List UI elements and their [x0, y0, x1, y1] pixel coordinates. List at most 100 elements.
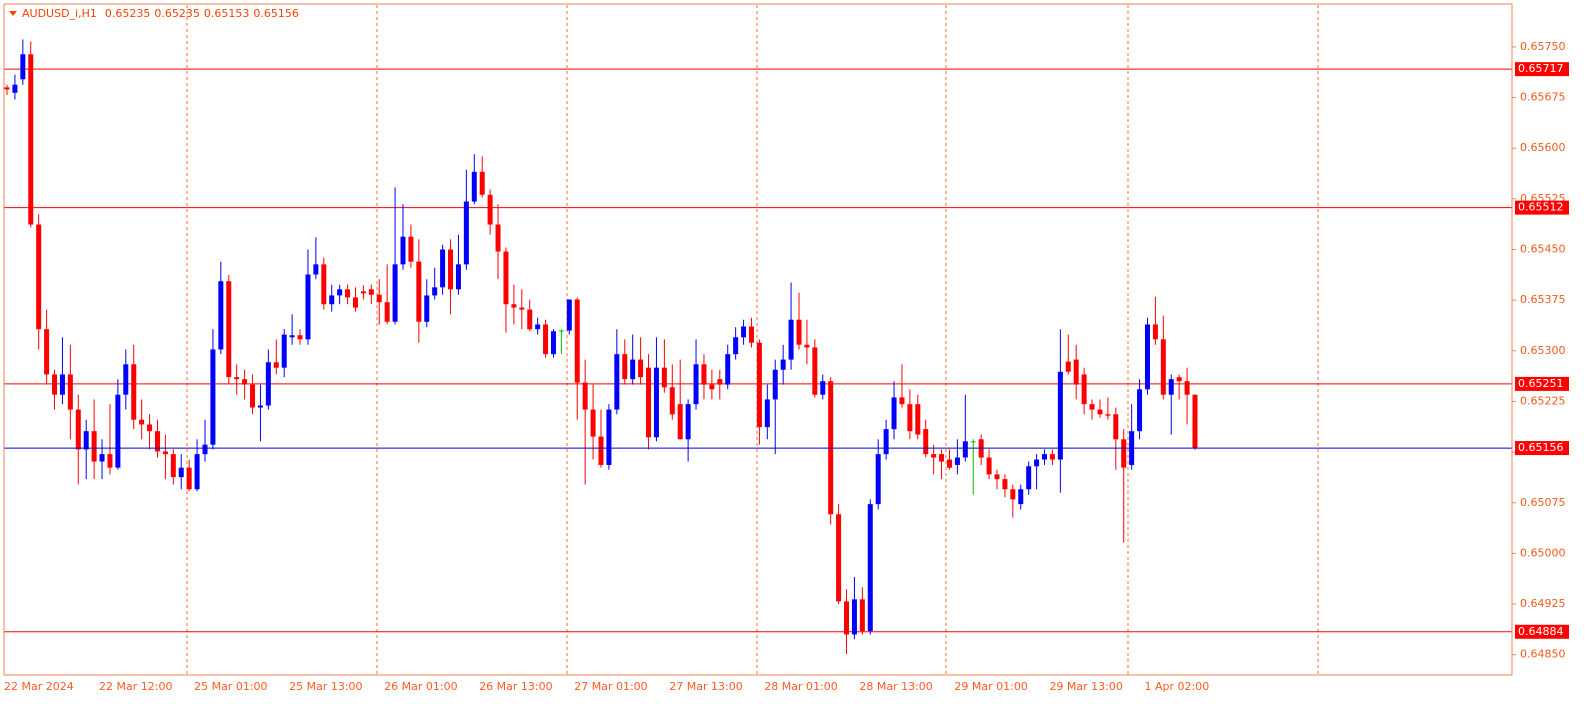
candle-body — [352, 297, 358, 308]
plot-frame — [3, 3, 1513, 676]
candle-body — [1018, 489, 1024, 505]
candle-body — [1081, 374, 1087, 405]
candle-body — [1105, 414, 1111, 416]
candle-body — [598, 436, 604, 465]
candle-body — [1073, 359, 1079, 385]
x-tick-label: 28 Mar 13:00 — [859, 680, 932, 693]
y-tick-label: 0.65225 — [1520, 394, 1566, 407]
candle-body — [748, 326, 754, 343]
y-tick-label: 0.65000 — [1520, 546, 1566, 559]
candle-body — [535, 324, 541, 330]
candle-body — [733, 337, 739, 355]
price-label: 0.65512 — [1518, 201, 1564, 214]
candle-body — [756, 342, 762, 428]
price-label-box — [1515, 62, 1569, 77]
candle-body — [1065, 361, 1071, 372]
y-tick-label: 0.65375 — [1520, 293, 1566, 306]
candle-body — [36, 224, 42, 330]
candle-body — [432, 287, 438, 296]
candle-body — [313, 264, 319, 275]
candle-body — [891, 397, 897, 430]
candle-body — [1160, 339, 1166, 395]
candle-body — [558, 330, 564, 332]
candle-body — [250, 384, 256, 408]
candle-body — [194, 454, 200, 490]
candle-body — [91, 431, 97, 462]
candle-body — [495, 224, 501, 252]
candle-body — [638, 359, 644, 378]
candle-body — [440, 249, 446, 288]
candle-body — [566, 299, 572, 331]
candle-body — [12, 84, 18, 93]
candle-body — [115, 394, 121, 468]
x-tick-label: 25 Mar 01:00 — [194, 680, 267, 693]
candle-body — [305, 274, 311, 340]
price-label-box — [1515, 624, 1569, 639]
candle-body — [487, 194, 493, 225]
candle-body — [725, 354, 731, 385]
candle-body — [550, 331, 556, 355]
candle-body — [44, 329, 50, 375]
candle-body — [479, 171, 485, 195]
candle-body — [1002, 479, 1008, 490]
y-tick-label: 0.65750 — [1520, 40, 1566, 53]
candle-body — [709, 384, 715, 390]
candle-body — [1026, 466, 1032, 490]
candle-body — [590, 409, 596, 437]
candle-body — [614, 354, 620, 410]
candle-body — [154, 431, 160, 452]
candle-body — [812, 347, 818, 395]
candle-body — [368, 289, 374, 295]
x-tick-label: 29 Mar 13:00 — [1049, 680, 1122, 693]
candle-body — [424, 295, 430, 322]
candle-body — [527, 309, 533, 330]
candle-body — [796, 319, 802, 345]
candle-body — [543, 324, 549, 355]
candle-body — [630, 359, 636, 380]
candle-body — [408, 236, 414, 262]
candle-body — [1049, 454, 1055, 460]
symbol: AUDUSD_i,H1 — [22, 7, 97, 20]
x-tick-label: 25 Mar 13:00 — [289, 680, 362, 693]
candle-body — [147, 424, 153, 432]
candle-body — [1152, 324, 1158, 340]
candle-body — [875, 454, 881, 505]
candle-body — [448, 249, 454, 290]
candle-body — [186, 467, 192, 490]
candle-body — [471, 171, 477, 202]
menu-arrow[interactable] — [9, 11, 17, 16]
candle-body — [883, 429, 889, 455]
candle-body — [265, 362, 271, 406]
x-tick-label: 28 Mar 01:00 — [764, 680, 837, 693]
candle-body — [20, 54, 26, 80]
candle-body — [202, 444, 208, 455]
candle-body — [994, 474, 1000, 480]
candle-body — [416, 261, 422, 322]
candle-body — [606, 409, 612, 465]
candle-body — [1192, 394, 1198, 449]
candle-body — [503, 251, 509, 305]
candle-body — [899, 397, 905, 405]
high: 0.65235 — [154, 7, 200, 20]
candle-body — [804, 344, 810, 348]
candle-body — [701, 364, 707, 385]
candle-body — [582, 382, 588, 410]
candle-body — [519, 307, 525, 310]
x-tick-label: 29 Mar 01:00 — [954, 680, 1027, 693]
open: 0.65235 — [105, 7, 151, 20]
candle-body — [400, 236, 406, 265]
y-tick-label: 0.64925 — [1520, 597, 1566, 610]
y-tick-label: 0.64850 — [1520, 648, 1566, 661]
candle-body — [1042, 454, 1048, 460]
y-tick-label: 0.65450 — [1520, 242, 1566, 255]
candle-body — [820, 381, 826, 395]
candle-body — [329, 295, 335, 305]
candle-body — [257, 405, 263, 408]
candle-body — [788, 319, 794, 360]
candle-body — [574, 299, 580, 383]
candle-body — [669, 387, 675, 415]
candle-body — [162, 451, 168, 455]
candle-body — [946, 459, 952, 468]
